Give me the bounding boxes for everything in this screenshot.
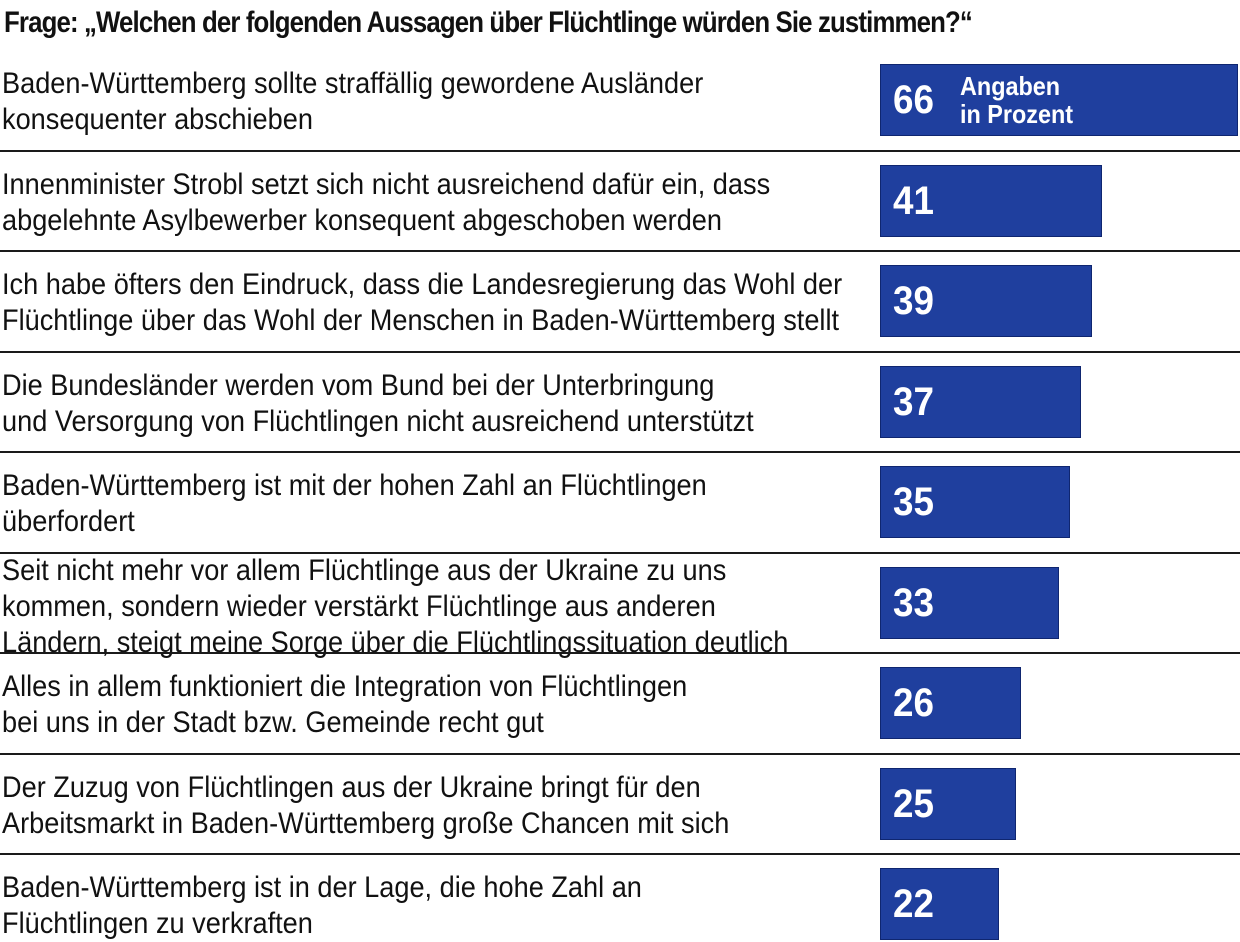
chart-title: Frage: „Welchen der folgenden Aussagen ü…	[4, 6, 973, 39]
bar-label: Alles in allem funktioniert die Integrat…	[2, 670, 688, 739]
bar	[880, 667, 1021, 739]
bar	[880, 366, 1081, 438]
bar-value-label: 22	[893, 882, 934, 926]
bar-label: Baden-Württemberg ist mit der hohen Zahl…	[2, 469, 707, 538]
bar-value-label: 26	[893, 681, 934, 725]
bar-label: Ich habe öfters den Eindruck, dass die L…	[2, 268, 843, 337]
bar	[880, 466, 1070, 538]
bar-label: Die Bundesländer werden vom Bund bei der…	[2, 369, 754, 438]
bar	[880, 165, 1102, 237]
bar	[880, 768, 1016, 840]
bar-value-label: 66	[893, 78, 934, 122]
bar-value-label: 25	[893, 782, 934, 826]
row-divider	[0, 351, 1240, 353]
row-divider	[0, 552, 1240, 554]
bar-label: Der Zuzug von Flüchtlingen aus der Ukrai…	[2, 771, 730, 840]
bar-label: Innenminister Strobl setzt sich nicht au…	[2, 168, 771, 237]
bar-label: Baden-Württemberg sollte straffällig gew…	[2, 67, 704, 136]
bar	[880, 265, 1092, 337]
row-divider	[0, 853, 1240, 855]
unit-note: Angaben in Prozent	[960, 71, 1074, 129]
bar	[880, 868, 999, 940]
row-divider	[0, 753, 1240, 755]
row-divider	[0, 150, 1240, 152]
row-divider	[0, 451, 1240, 453]
bar	[880, 567, 1059, 639]
bar-label: Baden-Württemberg ist in der Lage, die h…	[2, 871, 642, 940]
bar	[880, 64, 1238, 136]
bar-value-label: 33	[893, 581, 934, 625]
bar-value-label: 41	[893, 179, 934, 223]
bar-value-label: 39	[893, 279, 934, 323]
bar-label: Seit nicht mehr vor allem Flüchtlinge au…	[2, 554, 789, 659]
row-divider	[0, 250, 1240, 252]
bar-value-label: 37	[893, 380, 934, 424]
row-divider	[0, 652, 1240, 654]
bar-value-label: 35	[893, 480, 934, 524]
